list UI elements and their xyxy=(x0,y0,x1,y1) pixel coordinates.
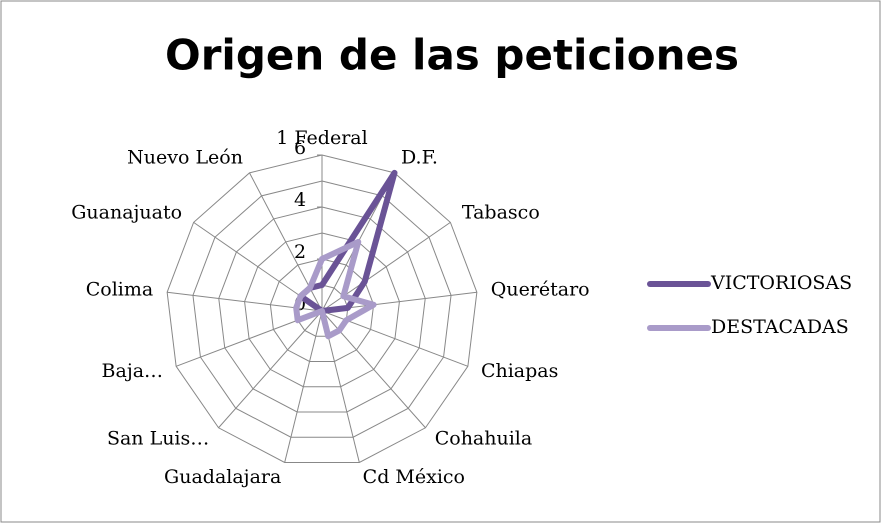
chart-title: Origen de las peticiones xyxy=(165,31,739,80)
category-label: Guadalajara xyxy=(164,466,281,488)
legend-label: VICTORIOSAS xyxy=(710,272,852,294)
category-label: 1 Federal xyxy=(276,127,367,149)
category-label: Tabasco xyxy=(462,201,540,223)
category-label: Chiapas xyxy=(481,360,558,382)
grid-ring xyxy=(218,206,426,413)
spoke xyxy=(218,310,323,429)
y-tick-label: 2 xyxy=(294,241,306,263)
grid-ring xyxy=(244,232,400,388)
grid-ring xyxy=(192,180,452,438)
category-label: Cd México xyxy=(363,466,465,488)
legend-label: DESTACADAS xyxy=(711,316,849,338)
spoke xyxy=(284,310,323,463)
category-label: Colima xyxy=(86,278,153,300)
y-tick-label: 4 xyxy=(294,189,306,211)
category-label: Guanajuato xyxy=(71,201,182,223)
category-label: San Luis… xyxy=(107,428,209,450)
y-tick-label: 6 xyxy=(294,137,306,159)
category-label: D.F. xyxy=(401,147,438,169)
category-label: Querétaro xyxy=(491,278,590,300)
category-label: Baja… xyxy=(102,360,164,382)
series-line xyxy=(293,238,377,340)
grid-ring xyxy=(166,154,478,463)
category-label: Cohahuila xyxy=(435,428,532,450)
grid-ring xyxy=(269,258,375,362)
category-label: Nuevo León xyxy=(127,147,243,169)
